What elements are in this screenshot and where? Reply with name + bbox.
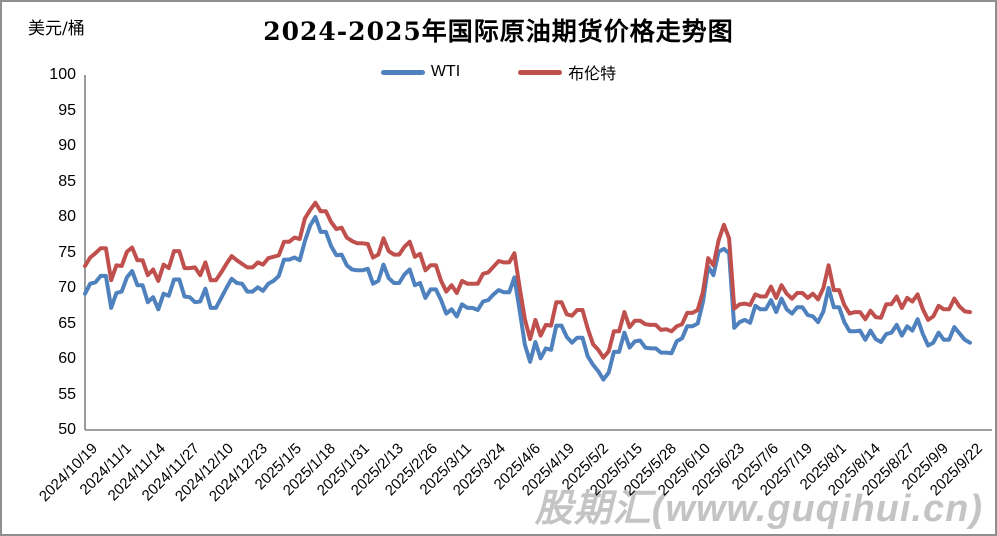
series-line-brent <box>83 200 972 360</box>
legend-item-wti: WTI <box>380 63 461 81</box>
wti-line-swatch <box>380 69 425 75</box>
legend-item-brent: 布伦特 <box>518 60 616 84</box>
y-axis-unit-label: 美元/桶 <box>28 19 85 39</box>
series-line-wti <box>83 215 972 382</box>
watermark: 股期汇(www.guqihui.cn) <box>534 488 983 530</box>
brent-line-swatch <box>518 69 563 75</box>
chart-title: 2024-2025年国际原油期货价格走势图 <box>263 17 734 46</box>
legend-label-wti: WTI <box>430 63 461 80</box>
legend-label-brent: 布伦特 <box>568 66 617 83</box>
legend: WTI 布伦特 <box>2 60 995 84</box>
